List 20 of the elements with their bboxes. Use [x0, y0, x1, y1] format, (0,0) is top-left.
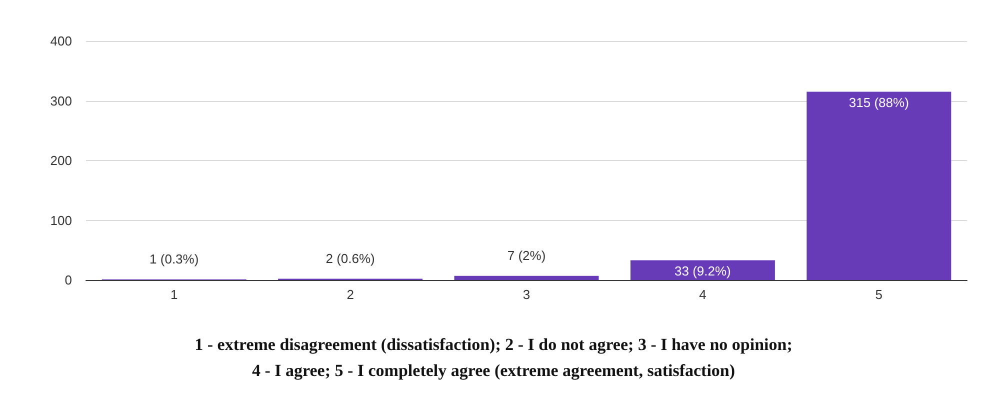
x-tick-label: 4 — [699, 287, 706, 302]
bar — [454, 276, 599, 280]
x-tick-label: 3 — [522, 287, 530, 302]
y-tick-label: 400 — [50, 34, 72, 48]
y-tick-label: 200 — [50, 153, 72, 168]
y-tick-label: 0 — [64, 272, 72, 288]
x-tick-label: 1 — [170, 287, 178, 302]
x-tick-label: 2 — [346, 287, 354, 302]
y-tick-label: 100 — [50, 212, 72, 228]
data-label: 2 (0.6%) — [326, 250, 375, 266]
data-label: 315 (88%) — [848, 94, 909, 110]
bar — [630, 260, 775, 280]
x-tick-label: 5 — [875, 287, 883, 302]
bar — [806, 92, 952, 280]
text: 1 - extreme disagreement (dissatisfaction); 2 - I do not agree; 3 - I have no opinion; — [194, 335, 792, 354]
data-label: 33 (9.2%) — [674, 263, 731, 278]
data-label: 1 (0.3%) — [150, 251, 199, 266]
text: 4 - I agree; 5 - I completely agree (extreme agreement, satisfaction) — [252, 361, 736, 380]
y-tick-label: 300 — [50, 93, 72, 108]
data-label: 7 (2%) — [507, 248, 546, 263]
